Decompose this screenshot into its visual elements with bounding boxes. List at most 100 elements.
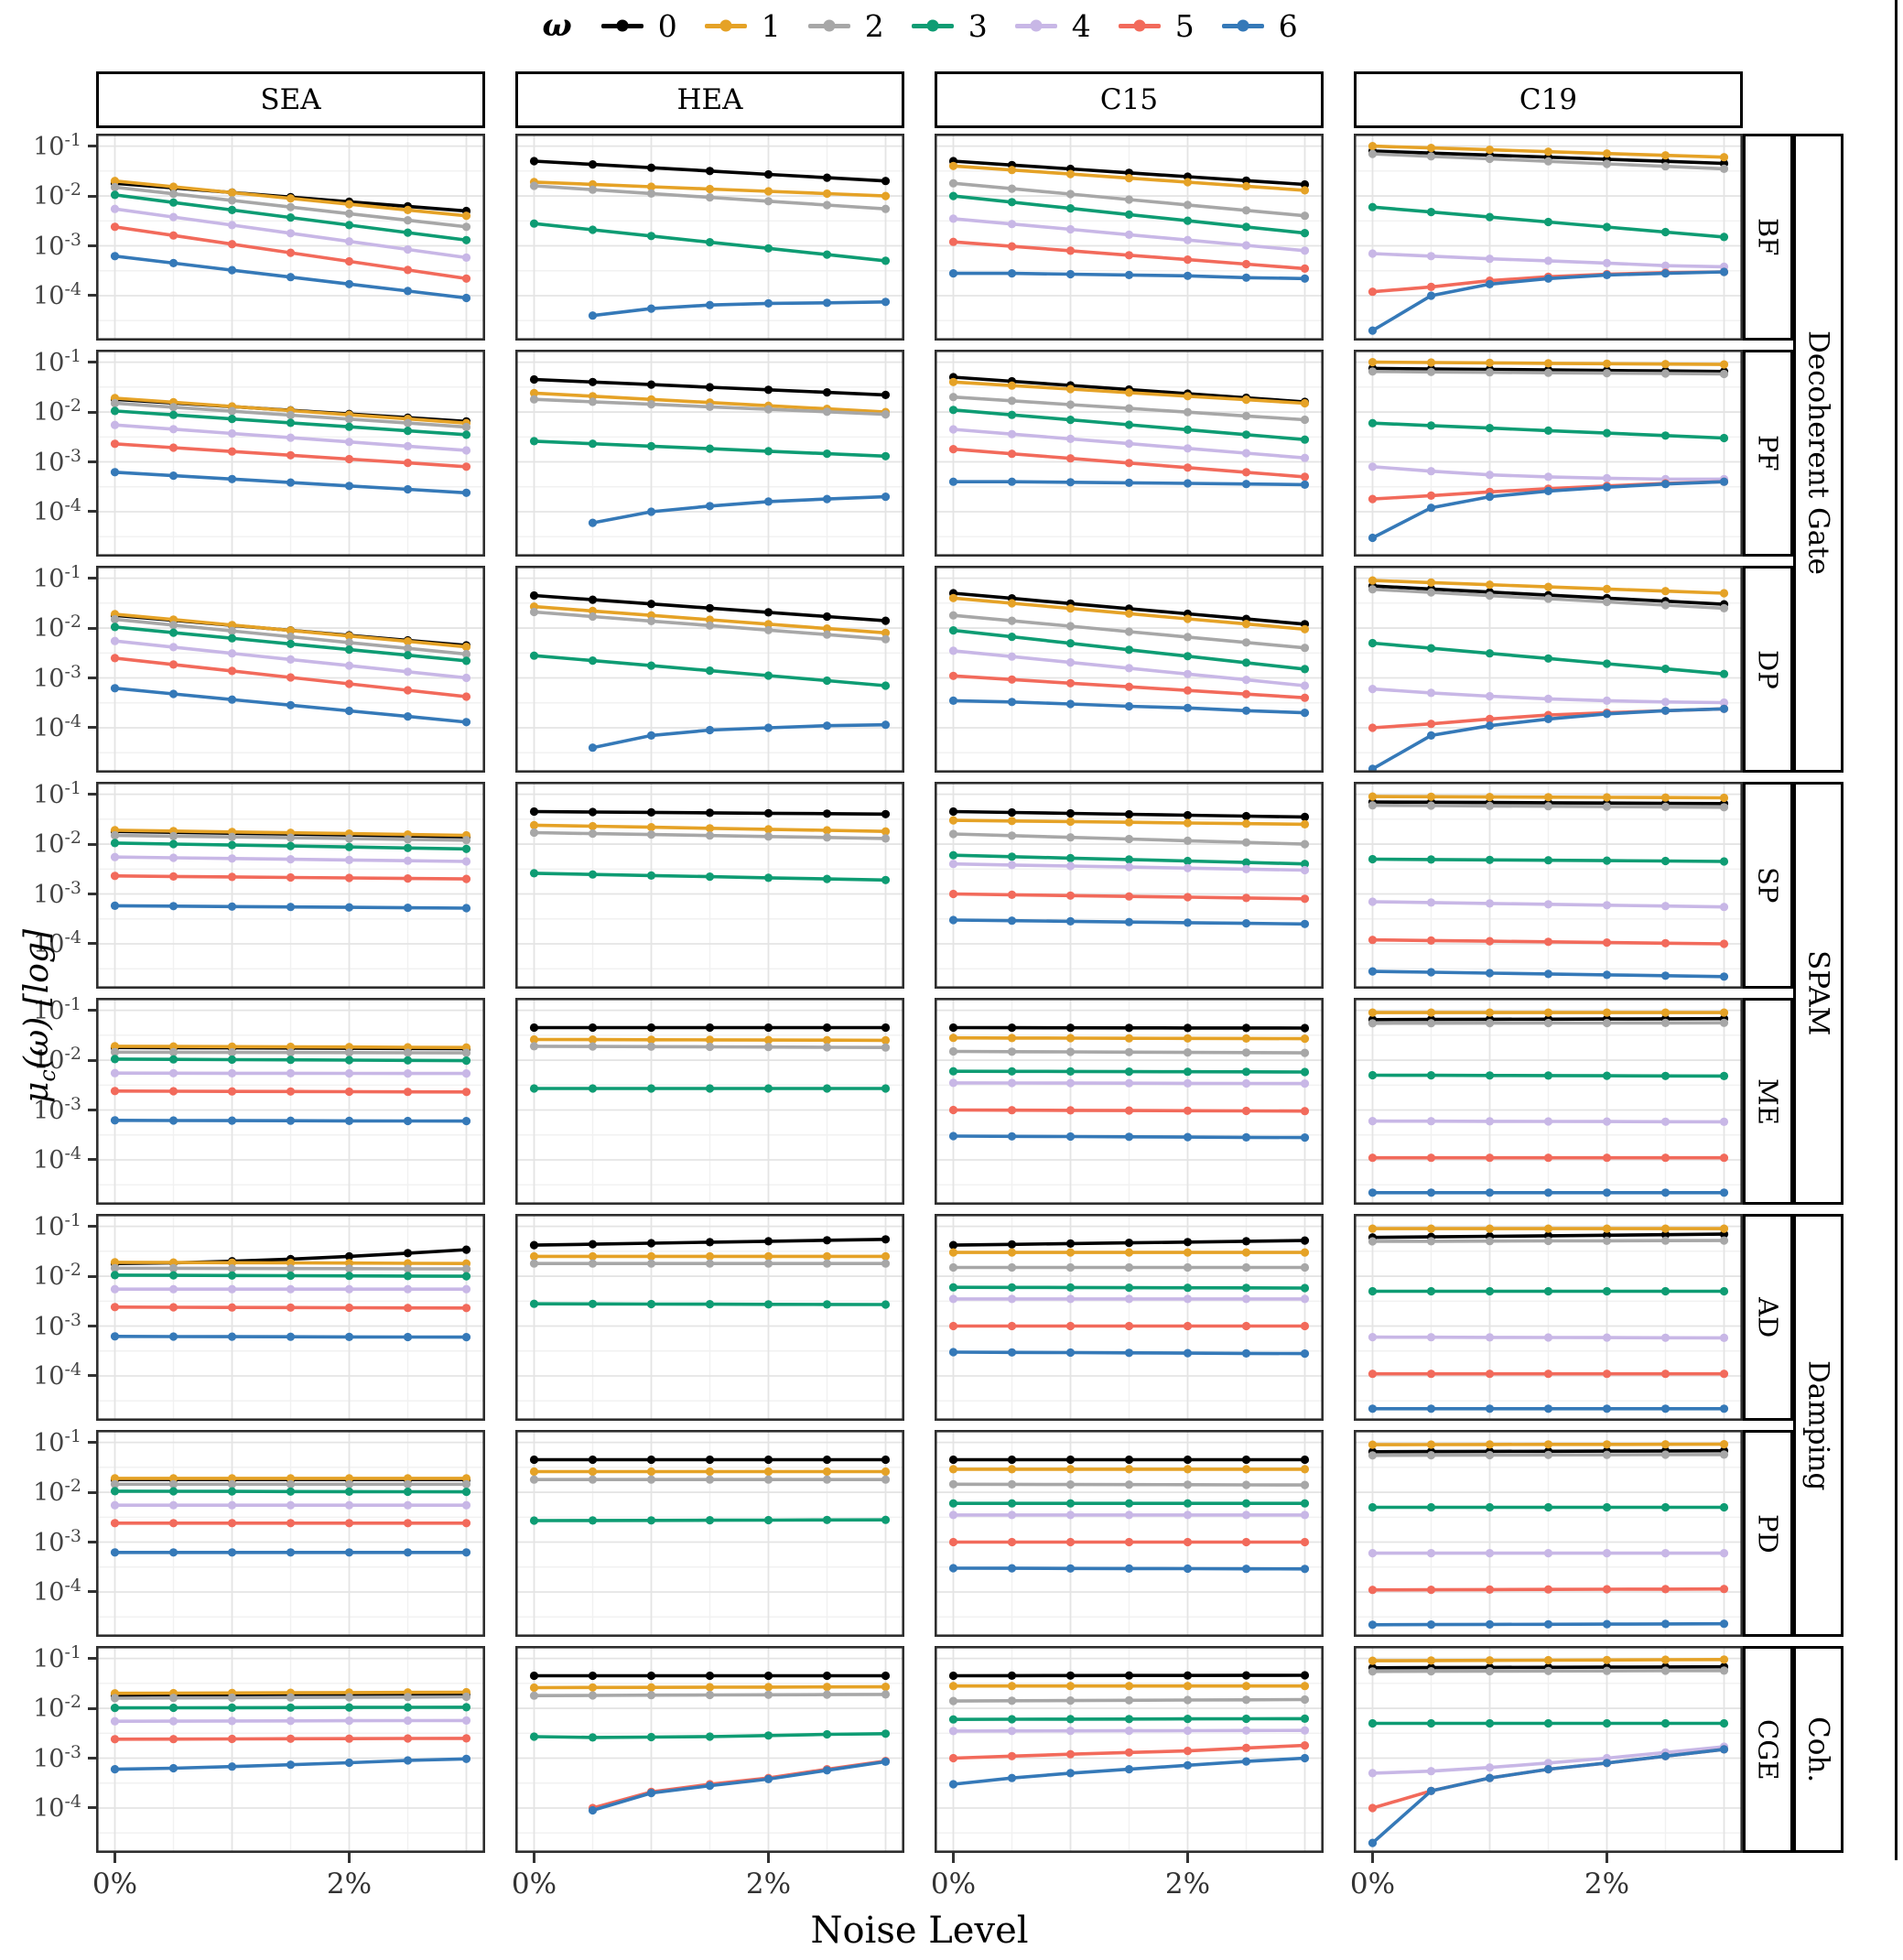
- legend: ω 0 1 2 3 4 5 6: [96, 2, 1744, 49]
- legend-entry-label: 5: [1174, 7, 1195, 44]
- y-axis-ticks-row-CGE: 10-1 10-2 10-3 10-4: [0, 1643, 96, 1853]
- legend-entry-label: 0: [657, 7, 677, 44]
- y-tick-label: 10-2: [33, 828, 81, 860]
- y-tick-mark: [88, 1757, 96, 1760]
- column-header-SEA: SEA: [96, 71, 485, 128]
- y-tick-mark: [88, 294, 96, 298]
- y-tick-mark: [88, 1490, 96, 1494]
- y-axis-ticks-row-AD: 10-1 10-2 10-3 10-4: [0, 1211, 96, 1421]
- y-axis-ticks-row-SP: 10-1 10-2 10-3 10-4: [0, 779, 96, 989]
- y-tick-mark: [88, 1325, 96, 1328]
- y-tick-mark: [88, 1706, 96, 1710]
- x-tick-mark: [348, 1853, 351, 1863]
- row-strip-label: DP: [1752, 649, 1784, 689]
- panel-CGE-C15: [935, 1646, 1324, 1853]
- y-tick-mark: [88, 1657, 96, 1661]
- y-tick-label: 10-3: [33, 877, 81, 909]
- row-strip-DP: DP: [1743, 566, 1793, 773]
- legend-line-dot-marker: [1118, 23, 1161, 28]
- x-tick-label: 2%: [1584, 1868, 1630, 1900]
- x-tick-label: 0%: [511, 1868, 557, 1900]
- y-tick-label: 10-1: [33, 561, 81, 593]
- legend-title: ω: [542, 7, 572, 44]
- row-strip-label: PD: [1752, 1513, 1784, 1554]
- y-tick-mark: [88, 677, 96, 680]
- y-tick-label: 10-3: [33, 1093, 81, 1125]
- y-axis-ticks-row-PD: 10-1 10-2 10-3 10-4: [0, 1427, 96, 1637]
- legend-entry-label: 2: [864, 7, 884, 44]
- x-tick-label: 0%: [1349, 1868, 1396, 1900]
- x-axis-title: Noise Level: [810, 1910, 1029, 1952]
- y-tick-mark: [88, 842, 96, 846]
- panel-DP-HEA: [515, 566, 904, 773]
- y-tick-mark: [88, 893, 96, 896]
- y-tick-mark: [88, 726, 96, 730]
- x-tick-mark: [1606, 1853, 1608, 1863]
- y-tick-mark: [88, 1109, 96, 1112]
- row-strip-SP: SP: [1743, 782, 1793, 989]
- y-tick-label: 10-2: [33, 395, 81, 428]
- row-group-strip-decoherent-gate: Decoherent Gate: [1793, 134, 1844, 773]
- legend-entry-5: 5: [1118, 7, 1195, 44]
- row-strip-label: PF: [1752, 435, 1784, 471]
- panel-AD-SEA: [96, 1214, 485, 1421]
- y-tick-label: 10-4: [33, 1359, 81, 1391]
- panel-PF-HEA: [515, 350, 904, 557]
- y-tick-mark: [88, 626, 96, 630]
- x-tick-mark: [113, 1853, 116, 1863]
- y-tick-label: 10-4: [33, 710, 81, 742]
- legend-entry-6: 6: [1221, 8, 1298, 44]
- row-group-label: SPAM: [1801, 950, 1835, 1036]
- y-tick-label: 10-2: [33, 1692, 81, 1724]
- x-tick-mark: [951, 1853, 955, 1863]
- row-group-label: Damping: [1801, 1359, 1835, 1491]
- y-tick-mark: [88, 1274, 96, 1278]
- legend-entry-label: 4: [1071, 7, 1091, 44]
- row-group-strip-spam: SPAM: [1793, 782, 1844, 1205]
- legend-line-dot-marker: [1014, 23, 1057, 28]
- legend-line-dot-marker: [911, 23, 954, 28]
- row-strip-label: AD: [1752, 1296, 1784, 1338]
- legend-line-dot-marker: [1221, 23, 1264, 28]
- y-tick-label: 10-4: [33, 1575, 81, 1607]
- y-tick-label: 10-1: [33, 345, 81, 377]
- y-tick-mark: [88, 244, 96, 248]
- panel-PF-SEA: [96, 350, 485, 557]
- y-tick-mark: [88, 194, 96, 198]
- x-tick-label: 0%: [92, 1868, 138, 1900]
- y-axis-ticks-row-BF: 10-1 10-2 10-3 10-4: [0, 129, 96, 341]
- y-axis-ticks-row-DP: 10-1 10-2 10-3 10-4: [0, 561, 96, 773]
- legend-entry-label: 1: [761, 7, 781, 44]
- y-tick-label: 10-4: [33, 1142, 81, 1175]
- y-tick-mark: [88, 1058, 96, 1062]
- legend-entry-1: 1: [704, 7, 781, 44]
- y-tick-label: 10-3: [33, 445, 81, 477]
- x-tick-label: 2%: [745, 1868, 792, 1900]
- y-axis-ticks-row-PF: 10-1 10-2 10-3 10-4: [0, 345, 96, 557]
- panel-BF-SEA: [96, 134, 485, 341]
- row-group-label: Decoherent Gate: [1801, 330, 1835, 576]
- legend-entry-2: 2: [807, 7, 884, 44]
- panel-PD-C19: [1354, 1430, 1743, 1637]
- y-tick-mark: [88, 577, 96, 580]
- row-group-strip-damping: Damping: [1793, 1214, 1844, 1637]
- panel-PD-C15: [935, 1430, 1324, 1637]
- panel-SP-C19: [1354, 782, 1743, 989]
- panel-PD-SEA: [96, 1430, 485, 1637]
- row-strip-BF: BF: [1743, 134, 1793, 341]
- y-tick-label: 10-2: [33, 179, 81, 211]
- y-tick-label: 10-1: [33, 129, 81, 161]
- legend-line-dot-marker: [600, 23, 643, 28]
- x-tick-label: 2%: [326, 1868, 373, 1900]
- panel-SP-C15: [935, 782, 1324, 989]
- y-tick-mark: [88, 1806, 96, 1810]
- y-tick-label: 10-4: [33, 278, 81, 310]
- panel-DP-C15: [935, 566, 1324, 773]
- panel-AD-C19: [1354, 1214, 1743, 1421]
- panel-PF-C19: [1354, 350, 1743, 557]
- figure-right-border: [1895, 0, 1898, 1860]
- panel-DP-SEA: [96, 566, 485, 773]
- row-group-strip-coh-: Coh.: [1793, 1646, 1844, 1853]
- y-tick-mark: [88, 410, 96, 414]
